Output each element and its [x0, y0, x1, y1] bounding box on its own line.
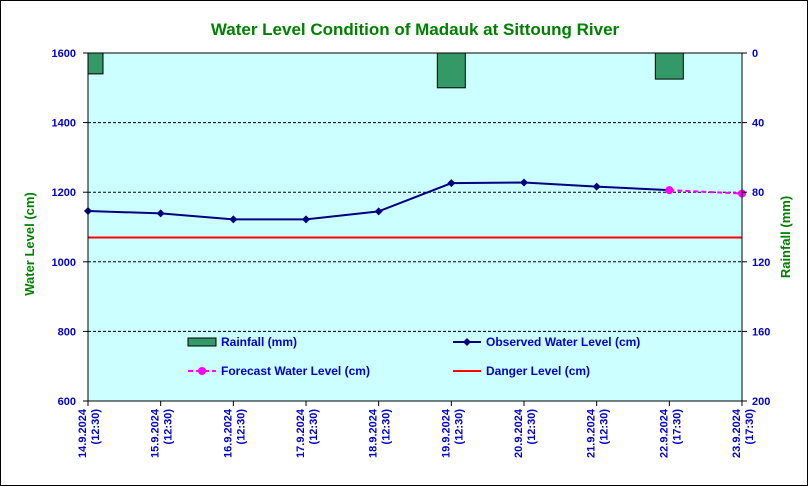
left-tick-label: 1600: [52, 48, 76, 60]
legend: Rainfall (mm) Observed Water Level (cm) Fo…: [187, 335, 640, 378]
x-tick-time: (12:30): [90, 409, 102, 445]
rainfall-bar: [87, 52, 104, 75]
right-tick-label: 40: [752, 118, 764, 130]
x-tick-date: 23.9.2024: [731, 408, 743, 458]
rainfall-bar: [436, 52, 466, 89]
left-tick-label: 600: [58, 396, 76, 408]
x-tick-time: (12:30): [453, 409, 465, 445]
legend-label: Danger Level (cm): [486, 364, 590, 378]
left-tick-label: 800: [58, 326, 76, 338]
left-tick-label: 1000: [52, 257, 76, 269]
left-tick-label: 1200: [52, 187, 76, 199]
legend-label: Rainfall (mm): [221, 335, 297, 349]
right-tick-label: 200: [752, 396, 770, 408]
x-tick-date: 20.9.2024: [513, 408, 525, 458]
y-axis-title: Water Level (cm): [22, 192, 37, 296]
series-lines: [84, 52, 746, 402]
x-tick-time: (12:30): [381, 409, 393, 445]
x-tick-time: (12:30): [163, 409, 175, 445]
x-tick-date: 22.9.2024: [658, 408, 670, 458]
left-axis: 600 800 1000 1200 1400 1600: [52, 48, 88, 408]
chart-title: Water Level Condition of Madauk at Sitto…: [211, 20, 620, 39]
forecast-point: [665, 186, 674, 195]
rainfall-bar: [654, 52, 684, 80]
left-tick-label: 1400: [52, 118, 76, 130]
x-tick-date: 16.9.2024: [222, 408, 234, 458]
x-tick-date: 15.9.2024: [150, 408, 162, 458]
observed-point: [229, 215, 238, 224]
right-tick-label: 80: [752, 187, 764, 199]
x-tick-date: 18.9.2024: [368, 408, 380, 458]
forecast-water-level-line: [669, 189, 743, 195]
observed-point: [592, 182, 601, 191]
x-tick-time: (12:30): [599, 409, 611, 445]
observed-point: [156, 209, 165, 218]
observed-point: [520, 178, 528, 187]
observed-point: [374, 207, 383, 216]
legend-marker-forecast: [198, 367, 206, 375]
x-tick-date: 21.9.2024: [586, 408, 598, 458]
observed-point: [302, 215, 310, 224]
legend-label: Observed Water Level (cm): [486, 335, 640, 349]
x-tick-date: 14.9.2024: [77, 408, 89, 458]
right-axis: 0 40 80 120 160 200: [742, 48, 770, 408]
x-tick-time: (17:30): [744, 409, 756, 445]
x-tick-date: 17.9.2024: [295, 408, 307, 458]
right-tick-label: 0: [752, 48, 758, 60]
legend-marker-observed: [463, 338, 471, 346]
observed-point: [447, 179, 456, 188]
legend-label: Forecast Water Level (cm): [221, 364, 370, 378]
right-tick-label: 160: [752, 326, 770, 338]
x-axis: 14.9.2024 (12:30) 15.9.2024 (12:30) 16.9.202…: [77, 401, 756, 458]
x-tick-date: 19.9.2024: [440, 408, 452, 458]
x-tick-time: (17:30): [671, 409, 683, 445]
legend-swatch-rainfall: [187, 337, 217, 347]
plot-border: [87, 52, 743, 402]
right-tick-label: 120: [752, 257, 770, 269]
plot-area: [88, 53, 742, 401]
x-tick-time: (12:30): [308, 409, 320, 445]
x-tick-time: (12:30): [526, 409, 538, 445]
y2-axis-title: Rainfall (mm): [778, 196, 793, 278]
x-tick-time: (12:30): [235, 409, 247, 445]
